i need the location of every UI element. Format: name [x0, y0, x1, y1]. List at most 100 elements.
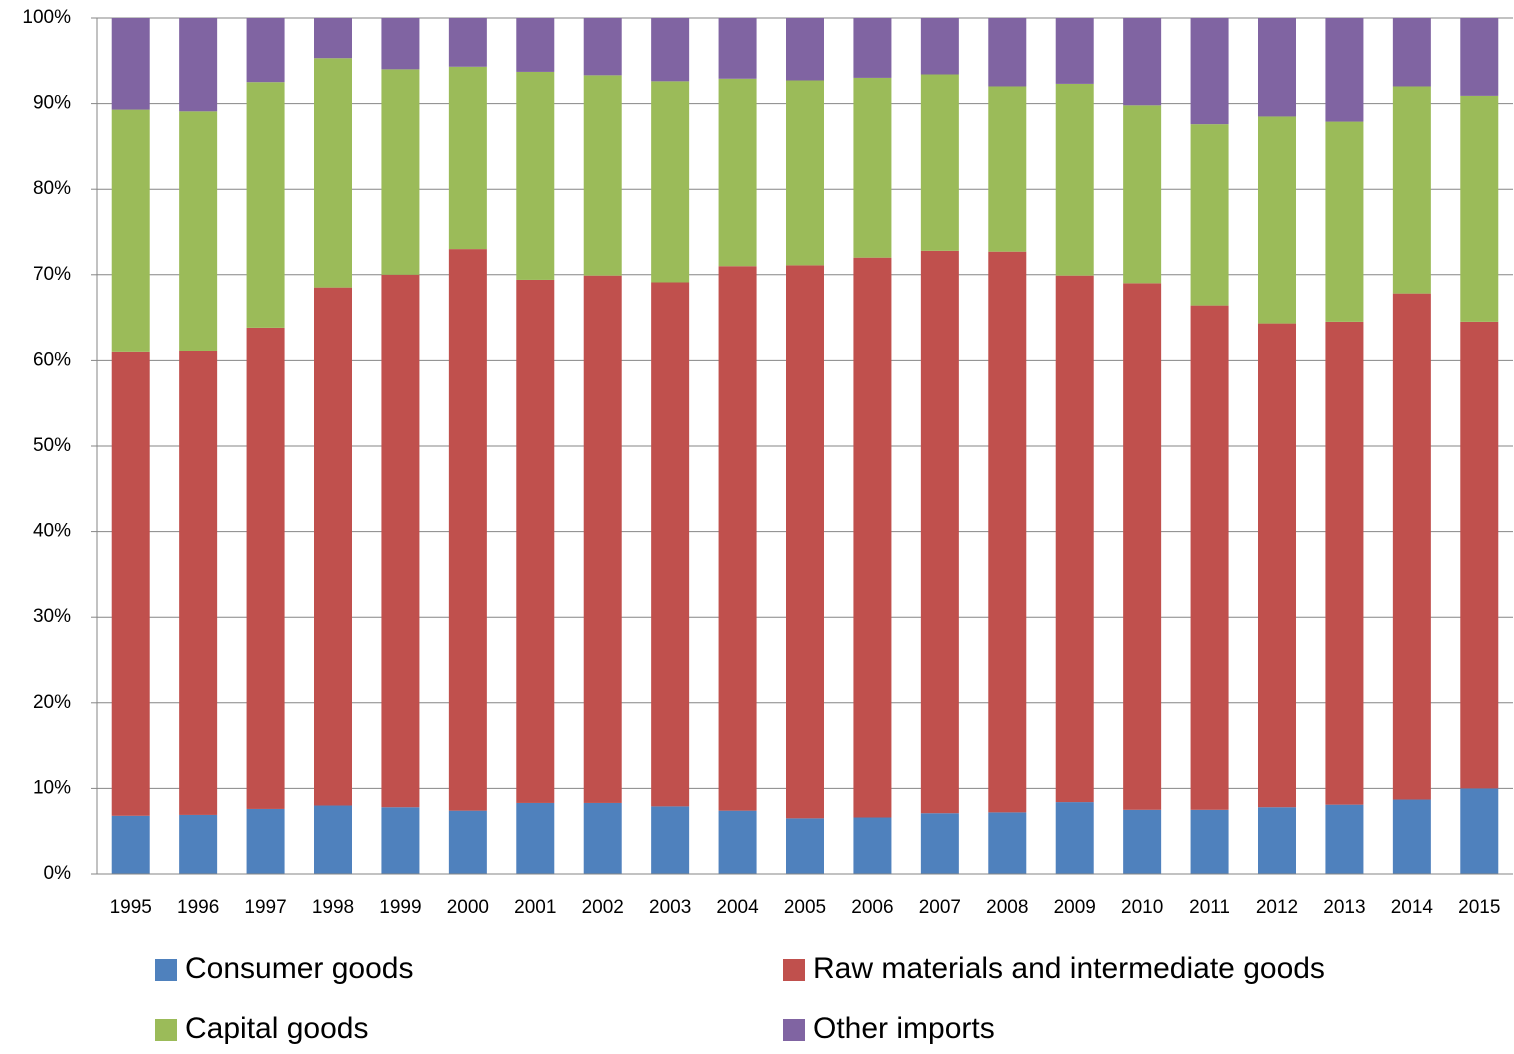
- y-tick-label: 40%: [33, 521, 71, 542]
- bar-segment: [1460, 95, 1499, 322]
- bar-segment: [516, 71, 555, 280]
- bar-segment: [1325, 18, 1364, 122]
- x-tick-label: 2011: [1189, 897, 1230, 918]
- bar-segment: [1123, 18, 1162, 106]
- bar-segment: [988, 251, 1027, 813]
- x-tick-label: 2003: [649, 897, 691, 918]
- bar-segment: [920, 18, 959, 75]
- bar-segment: [1258, 323, 1296, 808]
- x-tick-label: 2009: [1054, 897, 1096, 918]
- bar-segment: [786, 80, 824, 266]
- y-tick-label: 10%: [33, 777, 71, 798]
- bar-segment: [1190, 18, 1229, 125]
- bar-segment: [920, 813, 959, 874]
- legend-swatch: [783, 1019, 805, 1041]
- bar-segment: [853, 817, 892, 874]
- bar-segment: [111, 18, 150, 110]
- bar-segment: [1258, 116, 1296, 324]
- x-tick-label: 2015: [1458, 897, 1500, 918]
- bar-segment: [1055, 83, 1094, 276]
- bar-segment: [314, 287, 352, 806]
- bar-segment: [179, 350, 218, 815]
- bar-segment: [1392, 18, 1431, 87]
- legend-swatch: [155, 1019, 177, 1041]
- bar-segment: [1460, 321, 1499, 789]
- bar-segment: [583, 802, 622, 874]
- bar-segment: [853, 77, 892, 258]
- legend-label: Other imports: [813, 1012, 995, 1045]
- y-tick-label: 90%: [33, 93, 71, 114]
- x-tick-label: 1997: [244, 897, 286, 918]
- bar-segment: [246, 82, 285, 328]
- bar-segment: [1460, 18, 1499, 96]
- x-tick-label: 2013: [1323, 897, 1365, 918]
- x-tick-label: 2002: [582, 897, 624, 918]
- bar-segment: [1055, 18, 1094, 84]
- bar-segment: [448, 66, 487, 250]
- bar-segment: [988, 18, 1027, 87]
- bar-segment: [583, 18, 622, 76]
- x-tick-label: 2000: [447, 897, 489, 918]
- bar-segment: [651, 81, 690, 283]
- bar-segment: [1123, 105, 1162, 284]
- bar-segment: [920, 74, 959, 251]
- bar-segment: [786, 265, 824, 819]
- bar-segment: [651, 282, 690, 807]
- x-tick-label: 2007: [919, 897, 961, 918]
- bar-segment: [381, 18, 420, 70]
- bar-segment: [111, 815, 150, 874]
- bar-segment: [651, 18, 690, 82]
- bar-segment: [920, 250, 959, 814]
- bar-segment: [381, 69, 420, 275]
- bar-segment: [314, 58, 352, 288]
- bar-segment: [988, 86, 1027, 252]
- bar-segment: [1392, 86, 1431, 294]
- y-tick-label: 30%: [33, 606, 71, 627]
- bar-segment: [1460, 788, 1499, 874]
- bar-segment: [1325, 804, 1364, 874]
- bar-segment: [1123, 283, 1162, 810]
- x-tick-label: 2006: [851, 897, 893, 918]
- bar-segment: [448, 810, 487, 874]
- bar-segment: [853, 18, 892, 78]
- legend-swatch: [783, 959, 805, 981]
- bar-segment: [516, 279, 555, 803]
- bar-segment: [1258, 18, 1296, 117]
- bar-segment: [786, 818, 824, 874]
- legend-label: Consumer goods: [185, 952, 413, 985]
- bar-segment: [381, 807, 420, 874]
- bar-segment: [1123, 809, 1162, 874]
- bar-segment: [516, 18, 555, 72]
- y-tick-label: 50%: [33, 435, 71, 456]
- bar-segment: [1190, 124, 1229, 306]
- y-tick-label: 0%: [44, 863, 72, 884]
- bar-segment: [246, 808, 285, 874]
- bar-segment: [1325, 321, 1364, 805]
- bar-segment: [111, 109, 150, 352]
- bar-segment: [853, 257, 892, 818]
- bar-segment: [651, 806, 690, 874]
- x-tick-label: 2001: [514, 897, 556, 918]
- y-tick-label: 60%: [33, 349, 71, 370]
- y-tick-label: 70%: [33, 264, 71, 285]
- bar-segment: [314, 18, 352, 59]
- x-tick-label: 1996: [177, 897, 219, 918]
- legend-label: Raw materials and intermediate goods: [813, 952, 1325, 985]
- bar-segment: [179, 814, 218, 874]
- bar-segment: [1190, 809, 1229, 874]
- legend-swatch: [155, 959, 177, 981]
- y-tick-label: 20%: [33, 692, 71, 713]
- bar-segment: [718, 810, 757, 874]
- bar-segment: [1325, 121, 1364, 322]
- bar-segment: [246, 18, 285, 83]
- bar-segment: [179, 111, 218, 351]
- bar-segment: [718, 266, 757, 811]
- bar-segment: [516, 802, 555, 874]
- x-tick-label: 2008: [986, 897, 1028, 918]
- bar-segment: [1392, 799, 1431, 874]
- y-tick-label: 100%: [22, 7, 71, 28]
- bar-segment: [1055, 275, 1094, 803]
- bar-segment: [381, 274, 420, 808]
- bar-segment: [1392, 293, 1431, 800]
